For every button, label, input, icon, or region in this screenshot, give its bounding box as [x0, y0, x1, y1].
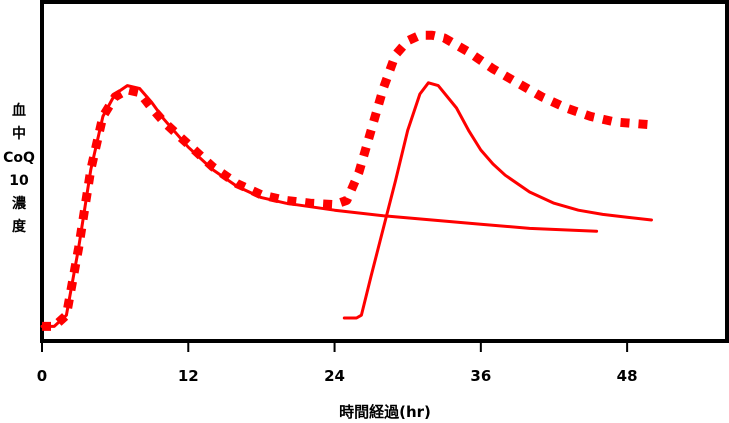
y-axis-title-part: 血	[12, 102, 26, 119]
x-tick-label: 0	[37, 367, 47, 385]
x-tick-label: 24	[324, 367, 345, 385]
series-line-2	[342, 81, 653, 320]
x-tick-label: 12	[178, 367, 199, 385]
x-tick-label: 48	[617, 367, 638, 385]
y-axis-title-part: 10	[9, 173, 29, 189]
y-axis-title-part: CoQ	[3, 150, 35, 166]
y-axis-title-part: 濃	[12, 195, 27, 212]
y-axis-title-part: 中	[12, 125, 26, 142]
x-axis-title: 時間経過(hr)	[339, 403, 431, 421]
y-axis-title: 血中 CoQ 10 濃度	[3, 102, 35, 235]
x-tick-layer: 0 12 24 36 48	[37, 341, 638, 385]
series-line-1	[40, 84, 599, 328]
y-axis-title-part: 度	[12, 218, 27, 235]
series-line-3	[42, 30, 652, 331]
plot-frame	[40, 0, 729, 343]
series-layer	[40, 30, 653, 331]
x-tick-label: 36	[470, 367, 491, 385]
